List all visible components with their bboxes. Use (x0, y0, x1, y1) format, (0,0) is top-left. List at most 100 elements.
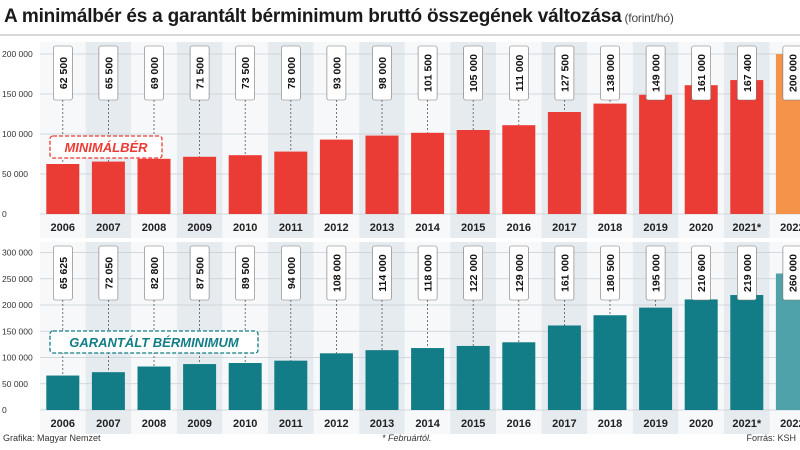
minimalber-value-box (189, 45, 210, 101)
garantalt-value-label: 118 000 (423, 254, 435, 292)
garantalt-bar (319, 353, 353, 410)
minimalber-value-label: 127 500 (559, 54, 571, 92)
garantalt-bar (730, 295, 764, 410)
minimalber-value-label: 73 500 (240, 57, 252, 89)
garantalt-value-label: 195 000 (651, 254, 663, 292)
minimalber-value-box (736, 45, 757, 101)
minimalber-value-label: 149 000 (651, 54, 663, 92)
minimalber-x-tick-label: 2006 (51, 222, 75, 234)
minimalber-x-tick-label: 2008 (142, 222, 166, 234)
garantalt-bar (684, 299, 718, 410)
minimalber-x-tick-label: 2014 (415, 222, 440, 234)
minimalber-value-box (144, 45, 164, 101)
garantalt-bar (547, 325, 581, 410)
minimalber-x-tick-label: 2019 (643, 222, 667, 234)
garantalt-value-box (372, 245, 392, 301)
minimalber-bar (228, 155, 262, 214)
minimalber-x-tick-label: 2009 (187, 222, 211, 234)
garantalt-x-tick-label: 2006 (51, 418, 75, 430)
minimalber-value-box (782, 45, 800, 101)
minimalber-bar (91, 161, 125, 214)
minimalber-y-tick-label: 50 000 (2, 169, 28, 179)
garantalt-x-tick-label: 2022 (780, 418, 800, 430)
garantalt-x-tick-label: 2013 (370, 418, 394, 430)
garantalt-y-tick-label: 200 000 (2, 300, 33, 310)
garantalt-bar (365, 350, 399, 410)
garantalt-bar (593, 315, 627, 410)
minimalber-bar (593, 103, 627, 214)
garantalt-value-box (280, 245, 301, 301)
garantalt-value-label: 87 500 (195, 257, 207, 289)
chart-title-text: A minimálbér és a garantált bérminimum b… (4, 6, 622, 27)
garantalt-y-tick-label: 250 000 (2, 274, 33, 284)
minimalber-value-box (52, 45, 73, 101)
minimalber-bar (547, 112, 581, 214)
garantalt-value-label: 65 625 (58, 257, 70, 289)
minimalber-bar (183, 156, 217, 214)
title-divider (0, 34, 800, 36)
minimalber-x-tick-label: 2021* (732, 222, 761, 234)
minimalber-bar (684, 85, 718, 214)
minimalber-series-label-box (49, 135, 163, 159)
minimalber-value-box (463, 45, 484, 101)
source-note: Forrás: KSH (746, 433, 796, 443)
garantalt-bar (274, 360, 308, 410)
garantalt-value-label: 72 050 (103, 257, 115, 289)
minimalber-bar (730, 80, 764, 214)
minimalber-value-label: 138 000 (605, 54, 617, 92)
minimalber-x-tick-label: 2022 (780, 222, 800, 234)
minimalber-value-box (508, 45, 529, 101)
minimalber-value-box (691, 45, 712, 101)
garantalt-x-tick-label: 2016 (507, 418, 531, 430)
garantalt-x-tick-label: 2010 (233, 418, 257, 430)
garantalt-value-box (736, 245, 757, 301)
minimalber-value-label: 78 000 (286, 57, 298, 89)
garantalt-value-label: 180 500 (605, 254, 617, 292)
minimalber-x-tick-label: 2018 (598, 222, 622, 234)
minimalber-bar (46, 164, 80, 214)
garantalt-x-tick-label: 2018 (598, 418, 622, 430)
minimalber-value-box (554, 45, 575, 101)
minimalber-x-tick-label: 2017 (552, 222, 576, 234)
minimalber-x-tick-label: 2016 (507, 222, 531, 234)
minimalber-value-box (417, 45, 438, 101)
minimalber-value-box (235, 45, 255, 101)
garantalt-value-label: 114 000 (377, 254, 389, 292)
minimalber-y-tick-label: 0 (2, 209, 7, 219)
garantalt-x-tick-label: 2007 (96, 418, 120, 430)
minimalber-value-box (280, 45, 301, 101)
garantalt-value-box (554, 245, 575, 301)
garantalt-y-tick-label: 50 000 (2, 379, 28, 389)
garantalt-x-tick-label: 2011 (279, 418, 303, 430)
garantalt-value-box (600, 245, 620, 301)
garantalt-value-box (782, 245, 800, 301)
minimalber-x-tick-label: 2020 (689, 222, 713, 234)
minimalber-bar (137, 158, 171, 214)
minimalber-value-box (98, 45, 119, 101)
garantalt-x-tick-label: 2008 (142, 418, 166, 430)
garantalt-value-label: 82 800 (149, 257, 161, 289)
garantalt-bar (46, 375, 80, 410)
garantalt-x-tick-label: 2012 (324, 418, 348, 430)
garantalt-bar (137, 366, 171, 410)
garantalt-value-label: 210 600 (696, 254, 708, 292)
minimalber-x-tick-label: 2013 (370, 222, 394, 234)
garantalt-value-label: 129 000 (514, 254, 526, 292)
minimalber-value-label: 101 500 (423, 54, 435, 92)
minimalber-value-box (326, 45, 347, 101)
garantalt-panel: 0 50 000 100 000 150 000 200 000 250 000 300 0… (2, 242, 800, 434)
garantalt-value-box (52, 245, 73, 301)
garantalt-value-label: 108 000 (331, 254, 343, 292)
minimalber-bar (639, 94, 673, 214)
garantalt-x-tick-label: 2009 (187, 418, 211, 430)
minimalber-bar (365, 135, 399, 214)
garantalt-value-box (189, 245, 210, 301)
garantalt-x-tick-label: 2014 (415, 418, 440, 430)
garantalt-value-label: 122 000 (468, 254, 480, 292)
garantalt-bar (502, 342, 536, 410)
garantalt-value-label: 260 000 (787, 254, 799, 292)
minimalber-bar (274, 151, 308, 214)
garantalt-value-box (326, 245, 347, 301)
minimalber-value-box (600, 45, 620, 101)
